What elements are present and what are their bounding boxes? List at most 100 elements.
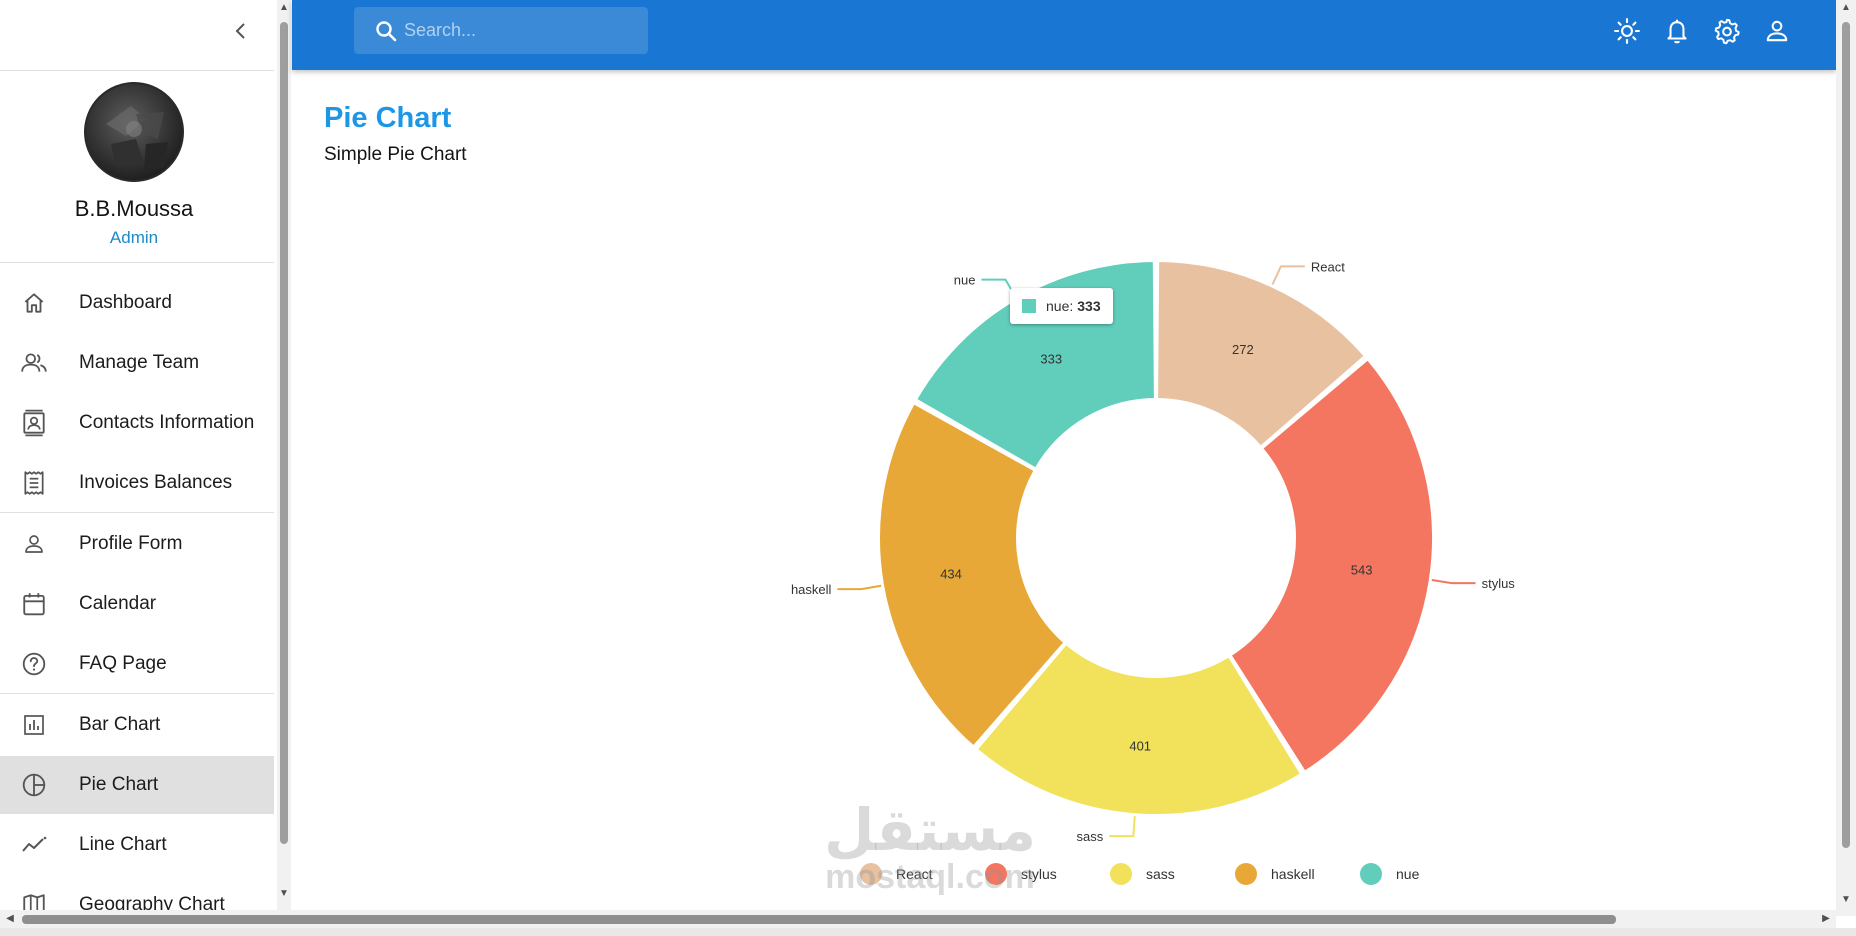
person-icon: [20, 530, 48, 558]
sidebar-item-label: Invoices Balances: [79, 472, 233, 493]
legend-item-haskell[interactable]: haskell: [1235, 862, 1315, 886]
sidebar-item-label: Dashboard: [79, 292, 172, 313]
pie-slice-stylus[interactable]: [1229, 358, 1434, 773]
bottom-strip: [0, 928, 1856, 936]
slice-value-label: 401: [1129, 738, 1151, 753]
search-icon[interactable]: [374, 19, 398, 43]
legend-dot: [1235, 863, 1257, 885]
sidebar-scrollbar[interactable]: ▲ ▼: [277, 0, 291, 910]
legend-item-sass[interactable]: sass: [1110, 862, 1175, 886]
topbar: [292, 0, 1836, 70]
sidebar-item-label: Manage Team: [79, 352, 200, 373]
sidebar-divider: [0, 512, 274, 513]
sidebar-item-invoices-balances[interactable]: Invoices Balances: [0, 454, 274, 512]
legend-item-react[interactable]: React: [860, 862, 933, 886]
legend-label: sass: [1146, 866, 1175, 882]
scroll-down-arrow-icon[interactable]: ▼: [1841, 894, 1851, 905]
sidebar-item-dashboard[interactable]: Dashboard: [0, 274, 274, 332]
arc-link-line: [1431, 579, 1476, 585]
sidebar-item-contacts-information[interactable]: Contacts Information: [0, 394, 274, 452]
sidebar-scrollbar-thumb[interactable]: [280, 22, 288, 844]
sidebar-item-label: Line Chart: [79, 834, 167, 855]
tooltip-colon: :: [1069, 298, 1074, 314]
sidebar-item-calendar[interactable]: Calendar: [0, 575, 274, 633]
pie-slice-sass[interactable]: [975, 643, 1303, 816]
avatar-image: [106, 106, 168, 170]
page-title: Pie Chart: [324, 102, 452, 134]
light-mode-icon[interactable]: [1612, 16, 1642, 46]
main-scrollbar[interactable]: ▲ ▼: [1836, 0, 1856, 916]
calendar-icon: [20, 590, 48, 618]
tooltip-label: nue: [1046, 298, 1070, 314]
sidebar-divider: [0, 693, 274, 694]
chart-tooltip: nue: 333: [1010, 288, 1113, 324]
sidebar-item-profile-form[interactable]: Profile Form: [0, 515, 274, 573]
sidebar-item-manage-team[interactable]: Manage Team: [0, 334, 274, 392]
legend-item-nue[interactable]: nue: [1360, 862, 1419, 886]
help-icon: [20, 650, 48, 678]
scroll-down-arrow-icon[interactable]: ▼: [279, 888, 289, 899]
sidebar-item-label: Calendar: [79, 593, 157, 614]
scroll-up-arrow-icon[interactable]: ▲: [1841, 2, 1851, 13]
scroll-right-arrow-icon[interactable]: ▶: [1822, 913, 1830, 924]
arc-link-label: stylus: [1482, 576, 1516, 591]
user-name: B.B.Moussa: [74, 196, 194, 221]
sidebar-item-label: Geography Chart: [79, 894, 225, 915]
sidebar-item-bar-chart[interactable]: Bar Chart: [0, 696, 274, 754]
notifications-icon[interactable]: [1662, 16, 1692, 46]
sidebar-divider: [0, 70, 274, 71]
pie-slice-react[interactable]: [1156, 260, 1366, 448]
legend-dot: [1360, 863, 1382, 885]
sidebar: B.B.Moussa Admin Dashboard Manage Team C…: [0, 0, 274, 916]
slice-value-label: 543: [1351, 562, 1373, 577]
search-box: [354, 7, 648, 54]
horizontal-scrollbar-thumb[interactable]: [22, 915, 1616, 924]
search-input[interactable]: [404, 7, 640, 54]
chevron-left-icon: [235, 23, 245, 39]
legend-label: nue: [1396, 866, 1420, 882]
arc-link-line: [1271, 265, 1305, 285]
collapse-sidebar-button[interactable]: [226, 16, 256, 46]
people-icon: [20, 349, 48, 377]
sidebar-item-label: Contacts Information: [79, 412, 255, 433]
legend-label: haskell: [1271, 866, 1315, 882]
pie-chart: 272 React 543 stylus 401 sass 434 haskell 333 nue: [791, 259, 1516, 844]
legend-item-stylus[interactable]: stylus: [985, 862, 1057, 886]
legend-dot: [860, 863, 882, 885]
tooltip-swatch: [1022, 299, 1036, 313]
sidebar-divider: [0, 262, 274, 263]
sidebar-item-label: Bar Chart: [79, 714, 161, 735]
main-scrollbar-thumb[interactable]: [1842, 22, 1850, 848]
arc-link-label: nue: [954, 273, 976, 288]
sidebar-item-faq-page[interactable]: FAQ Page: [0, 635, 274, 693]
sidebar-item-pie-chart[interactable]: Pie Chart: [0, 756, 274, 814]
account-icon[interactable]: [1762, 16, 1792, 46]
pie-slice-haskell[interactable]: [878, 402, 1066, 748]
sidebar-item-label: Profile Form: [79, 533, 183, 554]
avatar: [84, 82, 184, 182]
arc-link-line: [837, 584, 882, 591]
scroll-up-arrow-icon[interactable]: ▲: [279, 2, 289, 13]
pie-chart-icon: [20, 771, 48, 799]
sidebar-item-line-chart[interactable]: Line Chart: [0, 816, 274, 874]
arc-link-line: [1109, 816, 1136, 838]
horizontal-scrollbar[interactable]: ◀ ▶: [0, 910, 1836, 928]
page-subtitle: Simple Pie Chart: [324, 144, 467, 165]
settings-icon[interactable]: [1712, 16, 1742, 46]
slice-value-label: 272: [1232, 342, 1254, 357]
legend-label: stylus: [1021, 866, 1057, 882]
slice-value-label: 333: [1040, 351, 1062, 366]
tooltip-value: 333: [1077, 298, 1101, 314]
arc-link-label: sass: [1077, 829, 1104, 844]
slice-value-label: 434: [940, 567, 962, 582]
sidebar-item-label: Pie Chart: [79, 774, 159, 795]
scroll-left-arrow-icon[interactable]: ◀: [6, 913, 14, 924]
contacts-icon: [20, 409, 48, 437]
line-chart-icon: [20, 831, 48, 859]
receipt-icon: [20, 469, 48, 497]
legend-dot: [985, 863, 1007, 885]
sidebar-item-label: FAQ Page: [79, 653, 167, 674]
arc-link-label: haskell: [791, 582, 832, 597]
legend-label: React: [896, 866, 933, 882]
